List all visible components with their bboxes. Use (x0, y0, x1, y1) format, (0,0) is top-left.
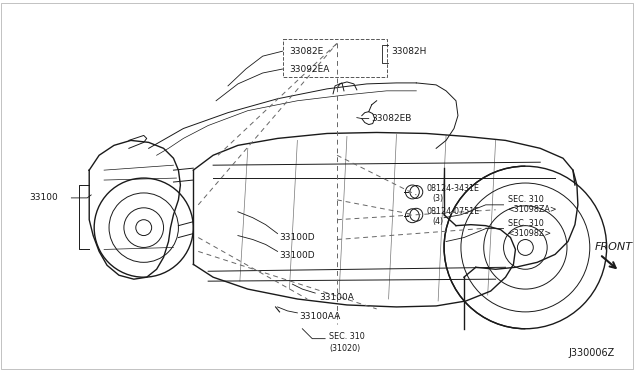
Text: FRONT: FRONT (595, 243, 633, 253)
Text: (3): (3) (432, 195, 444, 203)
Text: SEC. 310: SEC. 310 (508, 219, 543, 228)
Text: 33100AA: 33100AA (300, 312, 340, 321)
Text: (4): (4) (432, 217, 444, 226)
Text: 33082E: 33082E (289, 47, 324, 56)
Text: 08124-3431E: 08124-3431E (426, 185, 479, 193)
Text: 33100: 33100 (29, 193, 58, 202)
Text: (31020): (31020) (329, 344, 360, 353)
Text: J330006Z: J330006Z (568, 349, 614, 359)
Text: 33100D: 33100D (280, 233, 315, 242)
Text: 33100D: 33100D (280, 251, 315, 260)
Bar (282, 39, 387, 77)
Text: <31098ZA>: <31098ZA> (508, 205, 557, 214)
Text: 33082EB: 33082EB (372, 114, 412, 123)
Text: SEC. 310: SEC. 310 (329, 332, 365, 341)
Text: 08124-0751E: 08124-0751E (426, 207, 479, 216)
Text: 33092EA: 33092EA (289, 64, 330, 74)
Text: SEC. 310: SEC. 310 (508, 195, 543, 204)
Text: 33082H: 33082H (392, 47, 427, 56)
Text: 33100A: 33100A (319, 292, 354, 302)
Text: <31098Z>: <31098Z> (508, 229, 552, 238)
